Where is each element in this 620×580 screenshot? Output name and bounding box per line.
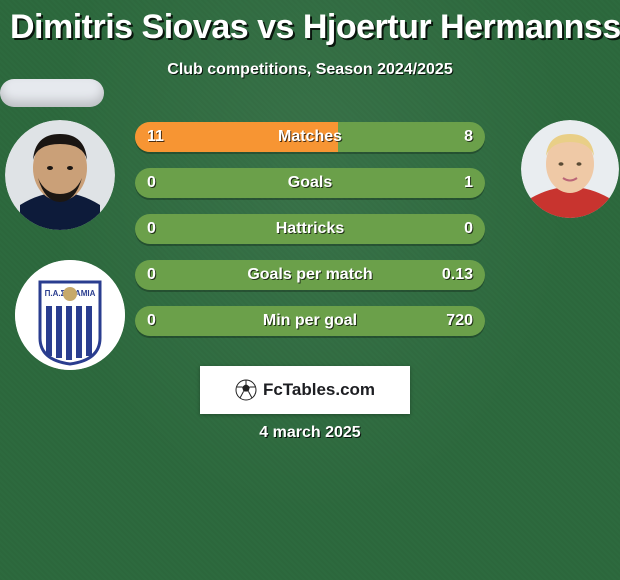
player-right-club-badge xyxy=(0,79,104,107)
stat-bar: 01Goals xyxy=(135,168,485,198)
player-left-avatar xyxy=(5,120,115,230)
player-left-face-icon xyxy=(5,120,115,230)
stat-bar: 118Matches xyxy=(135,122,485,152)
page-title: Dimitris Siovas vs Hjoertur Hermannsson xyxy=(0,0,620,47)
stat-label: Goals per match xyxy=(135,260,485,290)
soccer-ball-icon xyxy=(235,379,257,401)
stat-label: Matches xyxy=(135,122,485,152)
stat-label: Goals xyxy=(135,168,485,198)
stat-label: Hattricks xyxy=(135,214,485,244)
player-left-club-badge: Π.Α.Σ. ΛΑΜΙΑ xyxy=(15,260,125,370)
club-crest-icon: Π.Α.Σ. ΛΑΜΙΑ xyxy=(15,260,125,370)
club-badge-left-img: Π.Α.Σ. ΛΑΜΙΑ xyxy=(15,260,125,370)
date-label: 4 march 2025 xyxy=(0,424,620,442)
stat-bar: 0720Min per goal xyxy=(135,306,485,336)
stat-label: Min per goal xyxy=(135,306,485,336)
subtitle: Club competitions, Season 2024/2025 xyxy=(0,61,620,79)
stat-bars: 118Matches 01Goals 00Hattricks 00.13Goals p… xyxy=(135,122,485,352)
player-right-avatar xyxy=(521,120,619,218)
brand-box[interactable]: FcTables.com xyxy=(200,366,410,414)
stat-bar: 00.13Goals per match xyxy=(135,260,485,290)
brand-label: FcTables.com xyxy=(263,380,375,400)
player-right-avatar-img xyxy=(521,120,619,218)
player-right-face-icon xyxy=(521,120,619,218)
stat-bar: 00Hattricks xyxy=(135,214,485,244)
player-left-avatar-img xyxy=(5,120,115,230)
